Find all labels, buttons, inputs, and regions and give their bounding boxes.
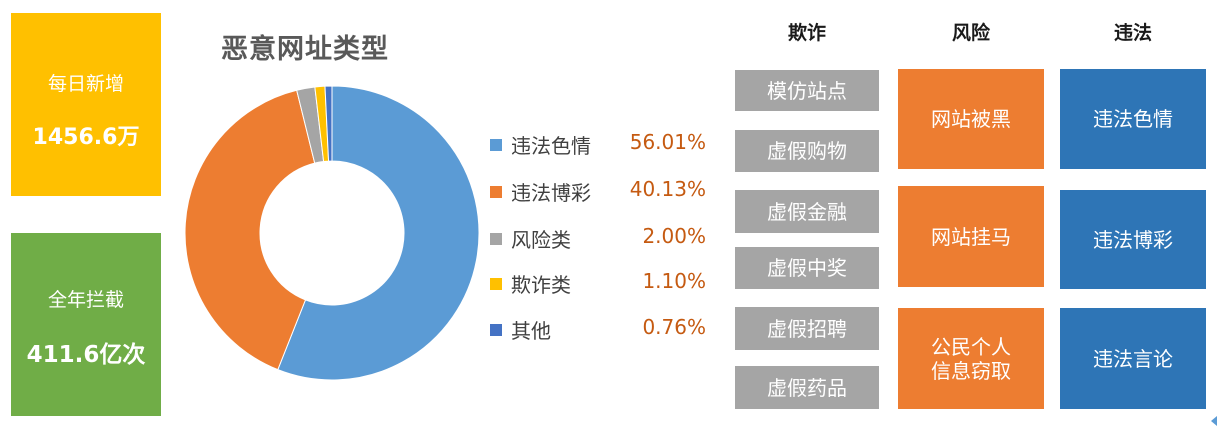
column-header-risk: 风险	[951, 22, 990, 44]
illegal-item-porn: 违法色情	[1060, 69, 1206, 169]
legend-swatch	[490, 186, 502, 198]
legend-label: 违法博彩	[511, 181, 591, 205]
legend-value: 56.01%	[629, 130, 706, 154]
chart-title: 恶意网址类型	[221, 34, 389, 65]
risk-item-hacked-site: 网站被黑	[898, 69, 1044, 169]
fraud-item-fake-finance: 虚假金融	[735, 190, 879, 233]
donut-chart	[184, 85, 480, 381]
legend-swatch	[490, 233, 502, 245]
yearly-blocked-label: 全年拦截	[47, 289, 124, 311]
donut-slice-1	[184, 89, 316, 371]
legend-item-fraud: 欺诈类 1.10%	[490, 267, 720, 297]
legend-item-other: 其他 0.76%	[490, 313, 720, 343]
legend-swatch	[490, 278, 502, 290]
illegal-item-speech: 违法言论	[1060, 308, 1206, 409]
daily-new-value: 1456.6万	[32, 125, 140, 150]
legend-label: 其他	[511, 319, 551, 343]
daily-new-label: 每日新增	[47, 73, 124, 95]
yearly-blocked-stat-card: 全年拦截 411.6亿次	[11, 233, 161, 416]
legend-item-porn: 违法色情 56.01%	[490, 128, 720, 158]
fraud-item-fake-shopping: 虚假购物	[735, 130, 879, 172]
corner-indicator-icon	[1211, 416, 1217, 426]
legend-item-risk: 风险类 2.00%	[490, 222, 720, 252]
legend-swatch	[490, 324, 502, 336]
legend-item-gambling: 违法博彩 40.13%	[490, 175, 720, 205]
legend-value: 0.76%	[642, 315, 706, 339]
fraud-item-fake-medicine: 虚假药品	[735, 366, 879, 409]
column-header-fraud: 欺诈	[787, 22, 826, 44]
fraud-item-fake-site: 模仿站点	[735, 70, 879, 111]
fraud-item-fake-recruitment: 虚假招聘	[735, 307, 879, 350]
column-header-illegal: 违法	[1113, 22, 1152, 44]
fraud-item-fake-lottery: 虚假中奖	[735, 247, 879, 289]
legend-swatch	[490, 139, 502, 151]
legend-label: 风险类	[511, 228, 571, 252]
donut-slice-4	[324, 85, 333, 162]
donut-slices	[184, 85, 480, 381]
daily-new-stat-card: 每日新增 1456.6万	[11, 13, 161, 196]
legend-value: 1.10%	[642, 269, 706, 293]
legend-value: 2.00%	[642, 224, 706, 248]
legend-value: 40.13%	[629, 177, 706, 201]
illegal-item-gambling: 违法博彩	[1060, 190, 1206, 289]
legend-label: 违法色情	[511, 134, 591, 158]
donut-slice-0	[277, 85, 480, 381]
yearly-blocked-value: 411.6亿次	[26, 342, 146, 368]
risk-item-personal-info-theft: 公民个人 信息窃取	[898, 308, 1044, 409]
legend-label: 欺诈类	[511, 273, 571, 297]
risk-item-trojan-site: 网站挂马	[898, 186, 1044, 287]
